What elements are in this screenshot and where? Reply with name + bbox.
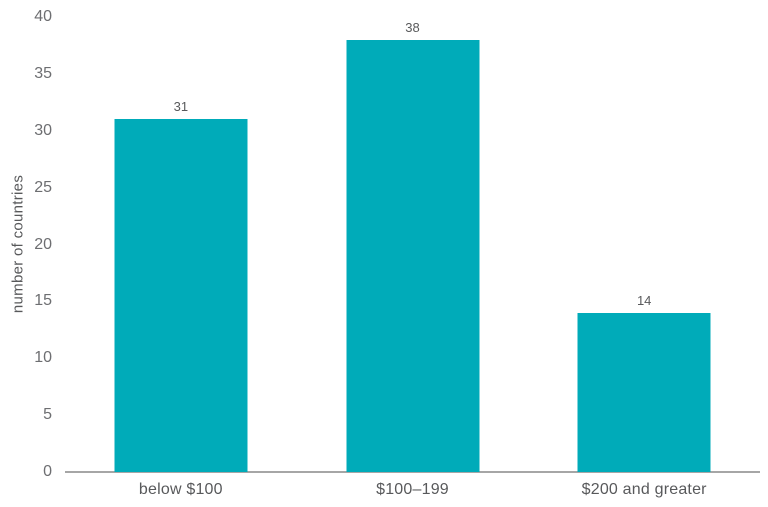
bar-slots: 31 below $100 38 $100–199 14 $200 and greater	[65, 17, 760, 498]
y-tick-label: 0	[43, 463, 52, 480]
y-tick-label: 35	[34, 64, 52, 82]
y-tick-label: 15	[34, 292, 52, 310]
bar: 38	[346, 21, 479, 472]
bar-slot: 31 below $100	[65, 17, 297, 498]
bar-value-label: 31	[173, 99, 189, 115]
y-tick-label: 10	[34, 349, 52, 367]
x-axis-line	[65, 471, 760, 473]
x-category-label: below $100	[138, 481, 223, 498]
bar-value-label: 38	[405, 19, 420, 35]
y-tick-label: 40	[34, 8, 52, 25]
x-category-label: $200 and greater	[581, 481, 707, 498]
y-axis-title: number of countries	[9, 174, 27, 314]
y-tick-label: 5	[43, 406, 52, 424]
bar-value-label: 14	[636, 292, 652, 308]
bar: 31	[114, 100, 248, 472]
plot-area: 31 below $100 38 $100–199 14 $200 and greater…	[34, 9, 760, 498]
y-tick-label: 30	[34, 121, 52, 139]
y-tick-label: 25	[34, 178, 52, 196]
x-category-label: $100–199	[376, 481, 449, 498]
bar-slot: 38 $100–199	[297, 17, 529, 498]
bar: 14	[577, 294, 711, 472]
bar-slot: 14 $200 and greater	[528, 17, 760, 498]
y-tick-label: 20	[34, 235, 52, 253]
